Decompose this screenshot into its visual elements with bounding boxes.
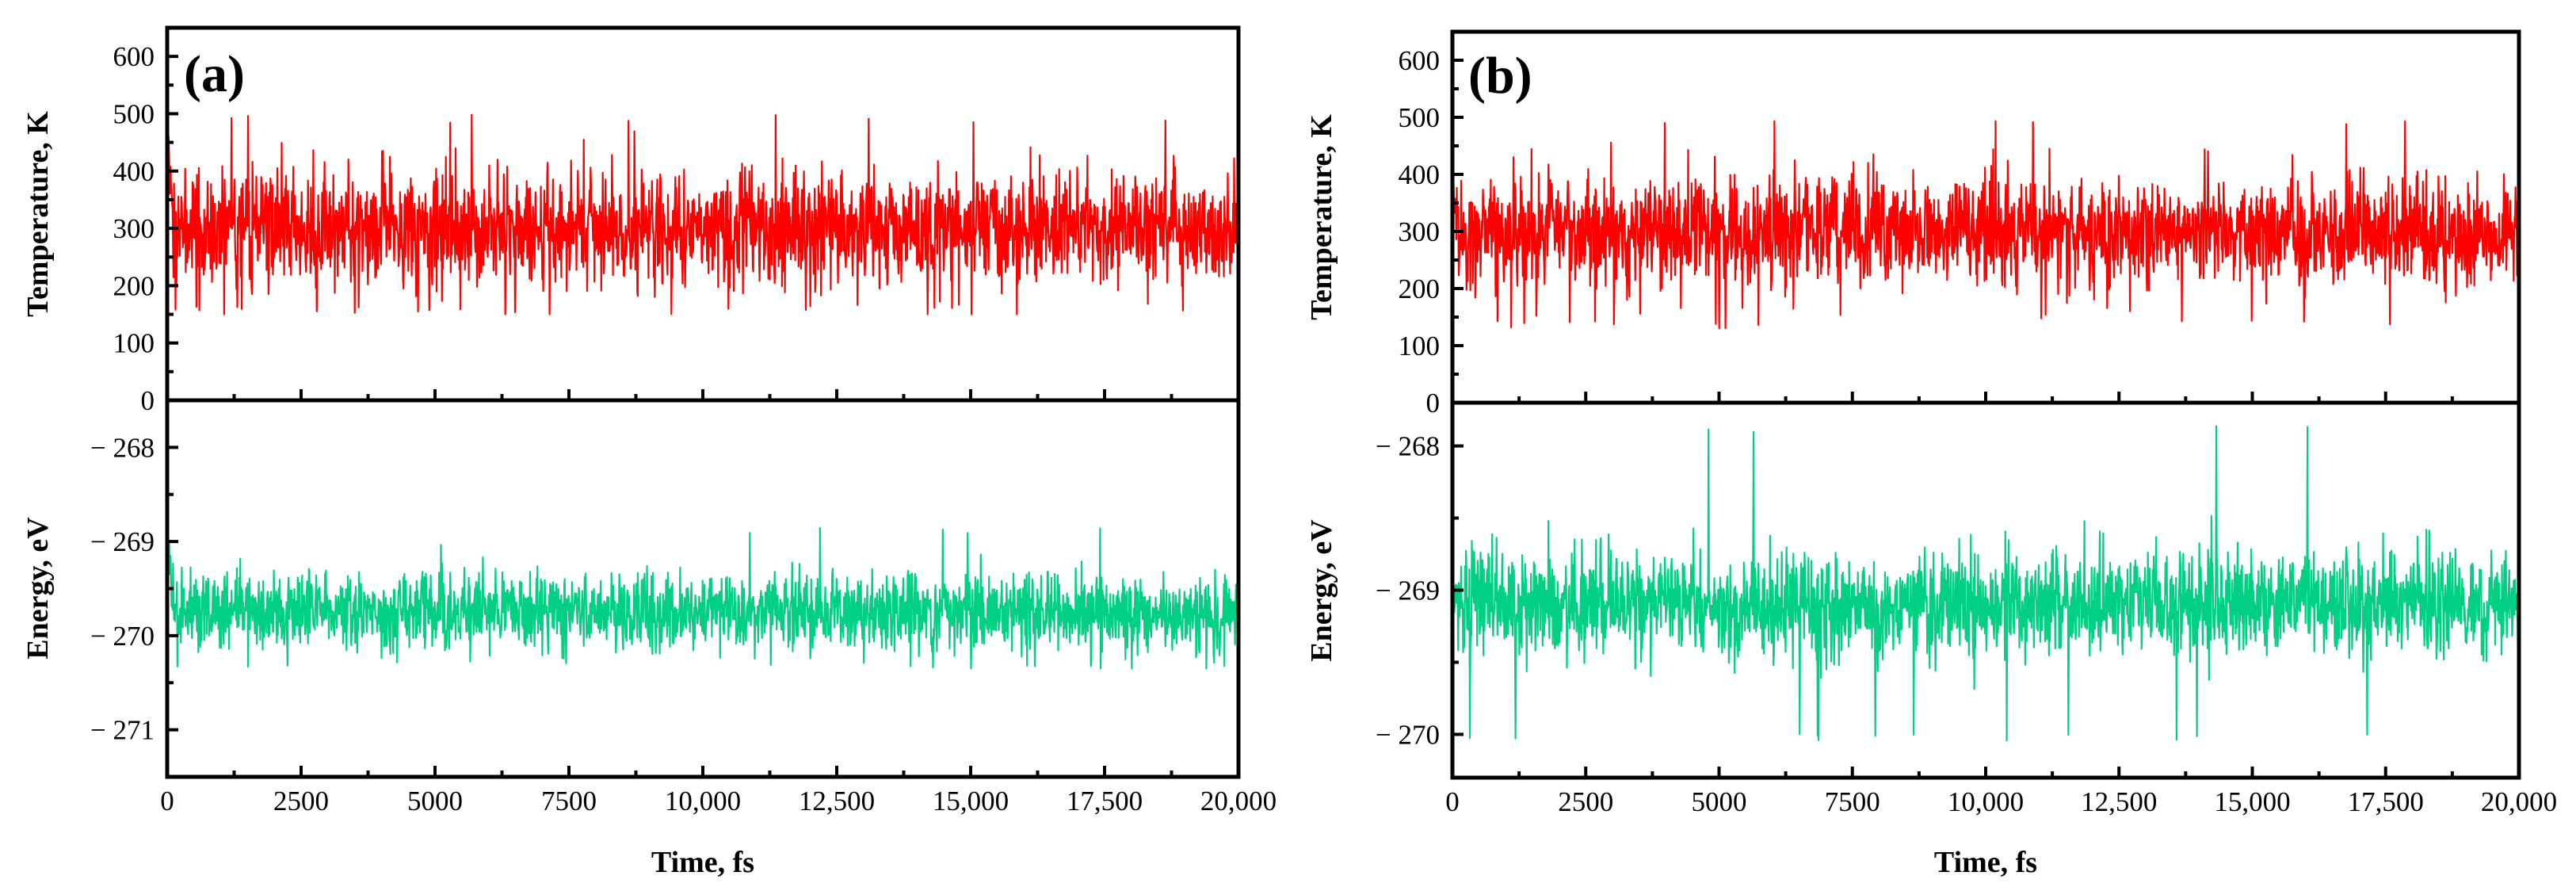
x-tick-label: 5000 [407, 786, 463, 816]
y-tick-label: − 271 [90, 715, 155, 746]
x-tick-label: 20,000 [1200, 786, 1277, 816]
panel-b: 0 100 200 300 400 500 600 − 268 − 269 − 270 0 250… [1305, 29, 2557, 879]
panel-a-temperature-yaxis: 0 100 200 300 400 500 600 [113, 41, 178, 416]
x-tick-label: 10,000 [665, 786, 741, 816]
y-tick-label: − 268 [90, 432, 155, 463]
x-tick-label: 12,500 [2081, 786, 2157, 817]
x-tick-label: 15,000 [2214, 786, 2290, 817]
y-tick-label: 200 [113, 270, 155, 301]
x-tick-label: 17,500 [2348, 786, 2424, 817]
panel-a-energy-yaxis: − 268 − 269 − 270 − 271 [90, 432, 178, 746]
x-tick-label: 15,000 [933, 786, 1009, 816]
x-tick-label: 0 [160, 786, 174, 816]
panel-b-temperature-ylabel: Temperature, K [1305, 114, 1338, 320]
panel-b-xlabel: Time, fs [1934, 846, 2037, 879]
panel-b-temperature-yaxis: 0 100 200 300 400 500 600 [1399, 45, 1464, 419]
y-tick-label: 500 [113, 98, 155, 129]
x-tick-label: 17,500 [1067, 786, 1143, 816]
y-tick-label: 600 [113, 41, 155, 72]
y-tick-label: 400 [113, 156, 155, 187]
panel-a-xlabel: Time, fs [651, 846, 754, 879]
x-tick-label: 5000 [1692, 786, 1747, 817]
y-tick-label: 100 [1399, 331, 1441, 361]
x-tick-label: 2500 [1558, 786, 1613, 817]
panel-b-label: (b) [1468, 47, 1532, 105]
series-line-energy [166, 526, 1240, 670]
y-tick-label: − 269 [90, 526, 155, 557]
y-tick-label: 100 [113, 328, 155, 359]
panel-a-energy-plot [166, 526, 1240, 670]
y-tick-label: 400 [1399, 159, 1441, 190]
y-tick-label: − 268 [1376, 431, 1440, 462]
panel-a-temperature-plot [166, 113, 1240, 315]
panel-b-xaxis: 0 2500 5000 7500 10,000 12,500 15,000 17,500 20,… [1445, 392, 2557, 817]
x-tick-label: 12,500 [799, 786, 875, 816]
y-tick-label: 300 [113, 213, 155, 244]
panel-a-xaxis: 0 2500 5000 7500 10,000 12,500 15,000 17,500 20,… [160, 389, 1277, 816]
panel-a-temperature-ylabel: Temperature, K [21, 111, 55, 317]
panel-a-label: (a) [184, 45, 245, 103]
y-tick-label: 300 [1399, 216, 1441, 247]
x-tick-label: 20,000 [2481, 786, 2557, 817]
y-tick-label: − 270 [90, 621, 155, 652]
x-tick-label: 0 [1445, 786, 1460, 817]
x-tick-label: 2500 [273, 786, 329, 816]
series-line-temperature [166, 113, 1240, 315]
y-tick-label: 0 [1426, 388, 1441, 419]
y-tick-label: 600 [1399, 45, 1441, 76]
y-tick-label: − 269 [1376, 576, 1440, 606]
panel-b-energy-plot [1451, 425, 2521, 742]
x-tick-label: 7500 [1825, 786, 1880, 817]
panel-b-energy-ylabel: Energy, eV [1305, 519, 1338, 662]
y-tick-label: 200 [1399, 273, 1441, 304]
series-line-temperature [1451, 120, 2521, 330]
x-tick-label: 10,000 [1948, 786, 2024, 817]
y-tick-label: 500 [1399, 102, 1441, 133]
panel-a-energy-ylabel: Energy, eV [21, 517, 55, 660]
y-tick-label: − 270 [1376, 719, 1440, 750]
series-line-energy [1451, 425, 2521, 742]
panel-b-temperature-plot [1451, 120, 2521, 330]
x-tick-label: 7500 [541, 786, 597, 816]
panel-a: 0 100 200 300 400 500 600 − 268 − 269 − 270 − 271… [21, 25, 1277, 879]
y-tick-label: 0 [141, 385, 155, 416]
panel-b-energy-yaxis: − 268 − 269 − 270 [1376, 431, 1464, 750]
